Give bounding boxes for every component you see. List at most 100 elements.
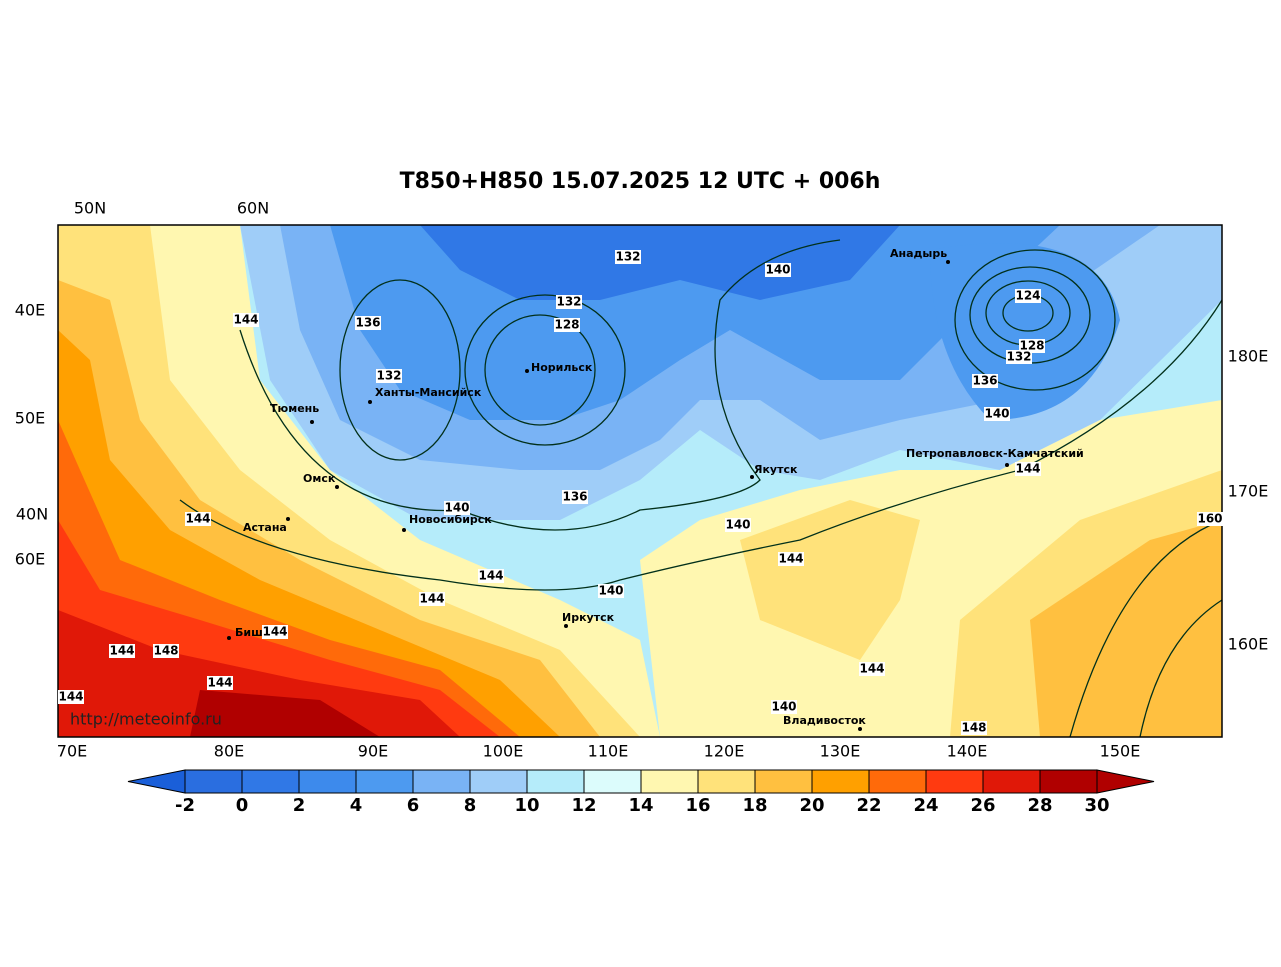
colorbar-box xyxy=(982,769,1041,794)
lat-label: 50N xyxy=(74,199,106,218)
colorbar-tick: 16 xyxy=(685,795,710,816)
city-label: Петропавловск-Камчатский xyxy=(906,447,1084,460)
city-label: Омск xyxy=(303,472,336,485)
axis-label: 40E xyxy=(15,301,45,320)
colorbar-box xyxy=(811,769,870,794)
city-label: Иркутск xyxy=(562,611,615,624)
contour-label-bg xyxy=(355,316,381,330)
contour-label: 144 xyxy=(262,625,287,639)
axis-label: 170E xyxy=(1228,482,1269,501)
colorbar-extend-low xyxy=(127,769,186,794)
city-dot xyxy=(286,517,290,521)
contour-label-bg xyxy=(478,569,504,583)
contour-label: 128 xyxy=(554,318,579,332)
contour-label: 144 xyxy=(185,512,210,526)
city-dot xyxy=(335,485,339,489)
colorbar-box xyxy=(469,769,528,794)
city-label: Анадырь xyxy=(890,247,947,260)
colorbar-box xyxy=(640,769,699,794)
city-dot xyxy=(368,400,372,404)
colorbar-tick: 26 xyxy=(970,795,995,816)
lon-label: 110E xyxy=(588,742,629,761)
contour-label-bg xyxy=(1006,350,1032,364)
contour-label-bg xyxy=(771,700,797,714)
lon-label: 100E xyxy=(483,742,524,761)
colorbar-tick: 8 xyxy=(464,795,477,816)
axis-label: 160E xyxy=(1228,635,1269,654)
lon-label: 80E xyxy=(214,742,244,761)
contour-label: 144 xyxy=(419,592,444,606)
colorbar-extend-high xyxy=(1096,769,1155,794)
city-label: Ханты-Мансийск xyxy=(375,386,482,399)
lon-label: 150E xyxy=(1100,742,1141,761)
city-label: Астана xyxy=(243,521,287,534)
contour-label-bg xyxy=(556,295,582,309)
contour-label-bg xyxy=(376,369,402,383)
colorbar-tick: 14 xyxy=(628,795,653,816)
contour-label: 148 xyxy=(961,721,986,735)
colorbar-tick: 18 xyxy=(742,795,767,816)
colorbar-box xyxy=(298,769,357,794)
contour-label: 144 xyxy=(233,313,258,327)
city-dot xyxy=(858,727,862,731)
colorbar-box xyxy=(241,769,300,794)
colorbar-box xyxy=(412,769,471,794)
contour-label-bg xyxy=(444,501,470,515)
contour-label: 132 xyxy=(615,250,640,264)
contour-label: 140 xyxy=(984,407,1009,421)
title: T850+H850 15.07.2025 12 UTC + 006h xyxy=(400,169,881,194)
contour-label-bg xyxy=(207,676,233,690)
colorbar-box xyxy=(925,769,984,794)
lat-label: 60N xyxy=(237,199,269,218)
city-dot xyxy=(564,624,568,628)
contour-label-bg xyxy=(109,644,135,658)
city-label: Владивосток xyxy=(783,714,866,727)
city-dot xyxy=(946,260,950,264)
contour-label-bg xyxy=(1015,462,1041,476)
colorbar-box xyxy=(697,769,756,794)
contour-label: 144 xyxy=(207,676,232,690)
contour-label: 144 xyxy=(778,552,803,566)
contour-label: 132 xyxy=(556,295,581,309)
colorbar-tick: 10 xyxy=(514,795,539,816)
colorbar-box xyxy=(1039,769,1098,794)
contour-label: 144 xyxy=(1015,462,1040,476)
contour-label-bg xyxy=(58,690,84,704)
lon-label: 90E xyxy=(358,742,388,761)
contour-label-bg xyxy=(615,250,641,264)
contour-label-bg xyxy=(419,592,445,606)
contour-label-bg xyxy=(972,374,998,388)
contour-label: 136 xyxy=(972,374,997,388)
contour-label-bg xyxy=(598,584,624,598)
city-label: Якутск xyxy=(754,463,798,476)
axis-label: 40N xyxy=(16,505,48,524)
contour-label-bg xyxy=(765,263,791,277)
axis-label: 60E xyxy=(15,550,45,569)
colorbar-tick: 6 xyxy=(407,795,420,816)
axis-label: 180E xyxy=(1228,347,1269,366)
axis-label: 50E xyxy=(15,409,45,428)
colorbar-box xyxy=(184,769,243,794)
contour-label-bg xyxy=(778,552,804,566)
contour-label-bg xyxy=(562,490,588,504)
contour-label-bg xyxy=(1019,339,1045,353)
contour-label: 128 xyxy=(1019,339,1044,353)
contour-label-bg xyxy=(961,721,987,735)
city-dot xyxy=(402,528,406,532)
contour-label-bg xyxy=(859,662,885,676)
contour-label: 140 xyxy=(765,263,790,277)
city-dot xyxy=(525,369,529,373)
colorbar-tick: 0 xyxy=(236,795,249,816)
contour-label: 144 xyxy=(859,662,884,676)
colorbar-box xyxy=(583,769,642,794)
city-label: Норильск xyxy=(531,361,593,374)
colorbar-tick: 2 xyxy=(293,795,306,816)
city-label: Новосибирск xyxy=(409,513,492,526)
city-dot xyxy=(1005,463,1009,467)
city-dot xyxy=(227,636,231,640)
contour-label-bg xyxy=(984,407,1010,421)
contour-label: 148 xyxy=(153,644,178,658)
contour-label: 144 xyxy=(109,644,134,658)
colorbar-tick: 24 xyxy=(913,795,938,816)
colorbar-tick: -2 xyxy=(175,795,195,816)
